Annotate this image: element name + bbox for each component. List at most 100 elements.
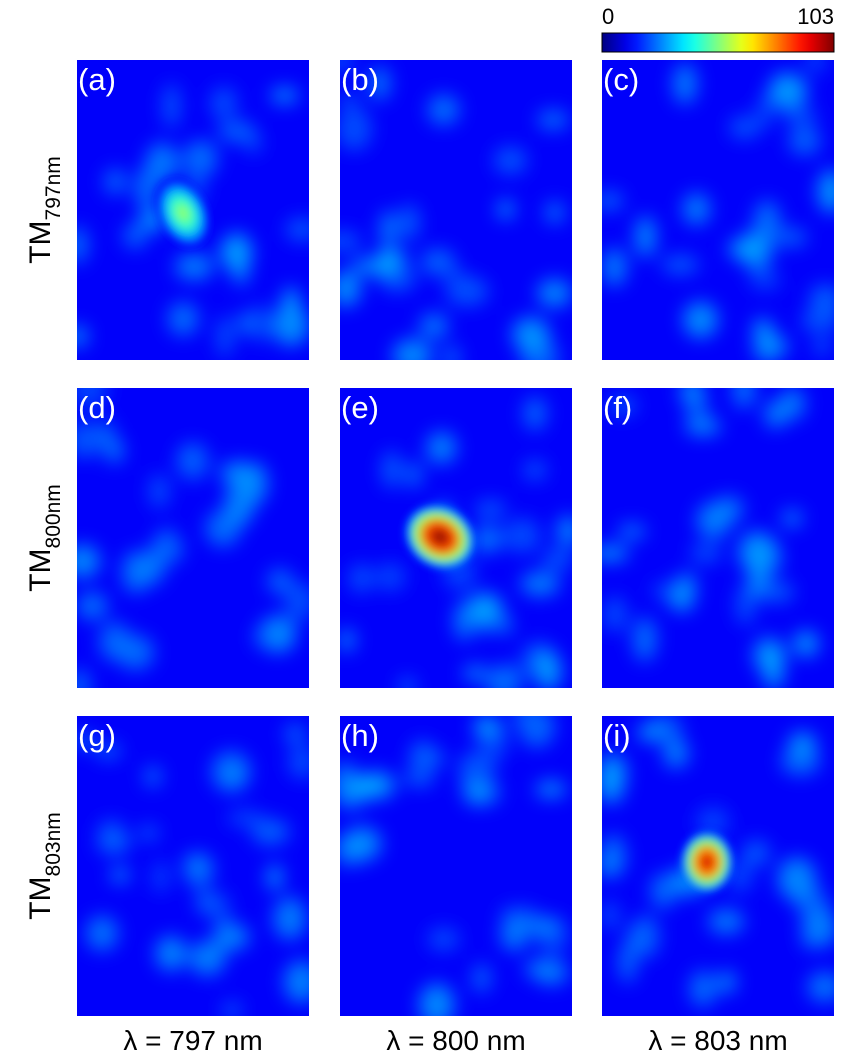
speckle-spot: [253, 625, 271, 648]
speckle-spot: [788, 127, 821, 156]
speckle-spot: [534, 651, 562, 688]
column-label: λ = 800 nm: [386, 1025, 525, 1056]
speckle: [340, 716, 569, 1016]
speckle-spot: [683, 301, 719, 339]
speckle-spot: [738, 531, 776, 574]
speckle-spot: [632, 617, 657, 662]
speckle-spot: [708, 909, 745, 935]
speckle-spot: [729, 115, 760, 139]
speckle-spot: [426, 431, 457, 464]
speckle-spot: [617, 523, 646, 540]
speckle-spot: [757, 581, 795, 603]
panel-label: (c): [603, 62, 639, 97]
panel-label: (b): [341, 62, 379, 97]
speckle-spot: [636, 723, 663, 742]
speckle-spot: [217, 120, 256, 143]
speckle-spot: [189, 940, 226, 976]
speckle-spot: [682, 193, 711, 226]
row-label-base: TM: [24, 220, 57, 263]
speckle-spot: [237, 311, 255, 336]
speckle-spot: [148, 474, 170, 509]
speckle-spot: [98, 622, 131, 662]
speckle-spot: [97, 819, 125, 844]
speckle-spot: [497, 199, 515, 220]
speckle-spot: [663, 738, 689, 769]
speckle-spot: [534, 959, 569, 986]
speckle-spot: [284, 582, 309, 621]
heatmap-panel: [602, 388, 834, 688]
colorbar-tick-label: 103: [797, 4, 834, 29]
row-label-sub: 800nm: [42, 484, 65, 548]
heatmap-panel: [340, 60, 572, 360]
speckle-spot: [602, 190, 624, 211]
heatmap-panel: [340, 716, 572, 1016]
speckle-spot: [458, 750, 496, 788]
speckle-spot: [535, 780, 567, 798]
speckle-spot: [523, 396, 547, 431]
speckle-spot: [267, 616, 289, 648]
speckle-spot: [463, 664, 487, 682]
heatmap-panel: [602, 716, 834, 1016]
speckle-spot: [602, 545, 629, 562]
speckle-spot: [781, 509, 803, 528]
speckle-spot: [445, 268, 470, 306]
speckle-spot: [427, 927, 460, 951]
speckle-spot: [368, 66, 391, 101]
speckle-spot: [392, 338, 433, 360]
speckle-spot: [793, 630, 819, 657]
speckle-spot: [753, 200, 781, 241]
speckle-spot: [225, 767, 242, 785]
speckle-spot: [474, 500, 507, 519]
speckle-spot: [602, 596, 628, 633]
speckle-spot: [152, 861, 169, 893]
speckle-spot: [631, 914, 661, 959]
speckle: [77, 84, 309, 358]
speckle-spot: [340, 230, 362, 253]
speckle-spot: [523, 460, 547, 480]
speckle-spot: [288, 745, 309, 779]
speckle: [77, 723, 309, 1016]
speckle-spot: [135, 551, 166, 585]
speckle-spot: [273, 897, 307, 940]
row-label: TM803nm: [24, 812, 65, 920]
speckle-spot: [375, 562, 406, 592]
speckle-spot: [672, 63, 698, 105]
speckle-spot: [284, 723, 307, 745]
speckle-spot: [176, 442, 210, 481]
speckle-spot: [227, 809, 264, 827]
speckle-spot: [340, 270, 362, 307]
panel-label: (d): [78, 390, 116, 425]
speckle-spot: [348, 563, 375, 593]
speckle-spot: [340, 628, 356, 652]
speckle-spot: [418, 983, 455, 1016]
speckle-spot: [167, 302, 199, 336]
speckle-spot: [85, 915, 119, 951]
speckle-spot: [807, 971, 834, 1003]
row-label-sub: 803nm: [42, 812, 65, 876]
speckle-spot: [471, 963, 492, 993]
speckle-spot: [602, 767, 625, 804]
panel-label: (g): [78, 718, 116, 753]
speckle-spot: [419, 313, 449, 340]
panel-label: (h): [341, 718, 379, 753]
speckle-spot: [283, 960, 309, 1004]
speckle-spot: [537, 279, 572, 308]
speckle-spot: [267, 568, 293, 595]
speckle-spot: [674, 572, 697, 596]
speckle-spot: [420, 248, 456, 276]
speckle-spot: [500, 917, 529, 951]
speckle-spot: [97, 419, 115, 450]
speckle-spot: [696, 502, 731, 540]
speckle-spot: [689, 970, 717, 1007]
speckle-spot: [251, 818, 290, 846]
speckle-spot: [545, 201, 565, 224]
speckle-spot: [270, 87, 299, 104]
speckle-spot: [252, 303, 271, 343]
speckle-spot: [762, 647, 785, 688]
intensity-peak: [153, 174, 213, 252]
speckle-spot: [509, 663, 528, 685]
speckle-spot: [784, 106, 818, 128]
speckle-spot: [340, 107, 372, 151]
speckle-spot: [602, 248, 628, 287]
